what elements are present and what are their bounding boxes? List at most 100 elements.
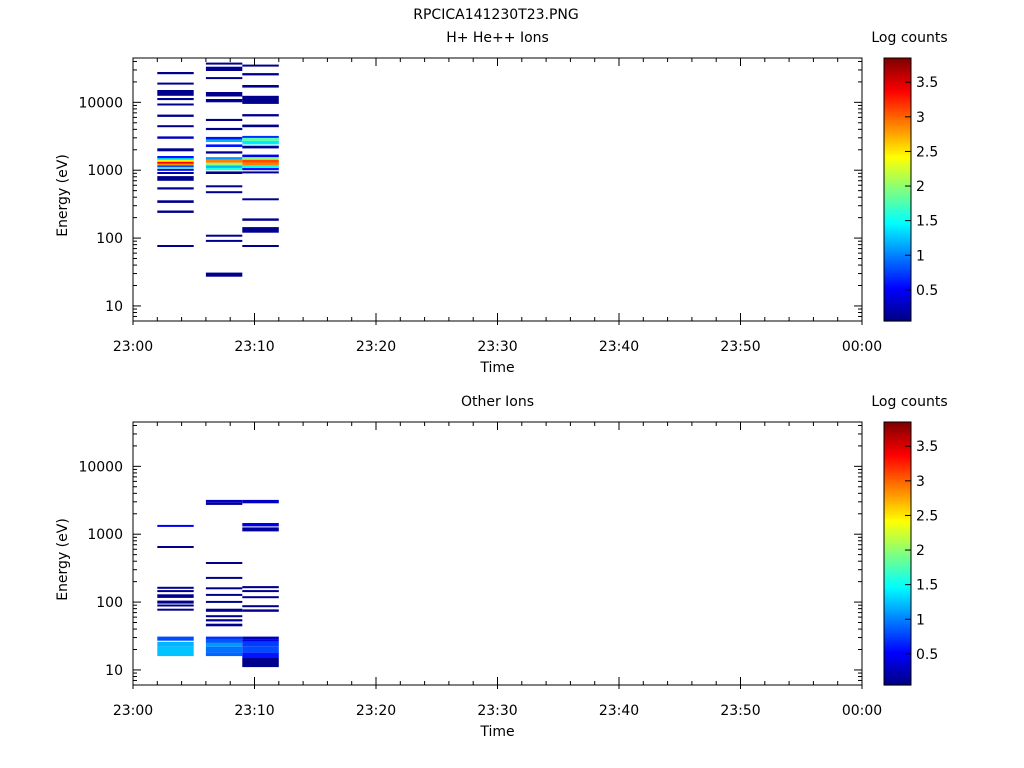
colorbar-swatch <box>884 549 911 552</box>
colorbar-swatch <box>884 318 911 322</box>
colorbar-swatch <box>884 682 911 686</box>
colorbar-swatch <box>884 457 911 460</box>
heatmap-cell <box>157 90 194 96</box>
colorbar-swatch <box>884 520 911 524</box>
colorbar-swatch <box>884 564 911 568</box>
colorbar-swatch <box>884 557 911 561</box>
colorbar-swatch <box>884 531 911 535</box>
colorbar-swatch <box>884 156 911 160</box>
y-tick-label: 1000 <box>87 163 123 179</box>
colorbar-swatch <box>884 213 911 217</box>
colorbar-swatch <box>884 660 911 664</box>
heatmap-cell <box>205 62 243 65</box>
colorbar-swatch <box>884 259 911 263</box>
heatmap-cell <box>157 159 194 162</box>
colorbar-swatch <box>884 643 911 647</box>
colorbar-swatch <box>884 288 911 291</box>
x-tick-label: 23:20 <box>356 339 396 355</box>
colorbar-swatch <box>884 101 911 105</box>
colorbar-swatch <box>884 439 911 443</box>
colorbar-swatch <box>884 250 911 254</box>
heatmap-cell <box>157 594 194 598</box>
colorbar-swatch <box>884 224 911 228</box>
colorbar-swatch <box>884 654 911 658</box>
colorbar-swatch <box>884 279 911 283</box>
heatmap-cell <box>242 605 279 608</box>
heatmap-cell <box>205 502 243 505</box>
heatmap-cell <box>157 546 194 548</box>
colorbar-swatch <box>884 641 911 644</box>
y-tick-label: 10000 <box>78 459 123 475</box>
colorbar-swatch <box>884 136 911 140</box>
colorbar-label: Log counts <box>871 30 947 46</box>
heatmap-cell <box>157 82 194 85</box>
colorbar-swatch <box>884 507 911 511</box>
heatmap-cell <box>205 646 243 653</box>
colorbar-swatch <box>884 84 911 88</box>
colorbar-swatch <box>884 551 911 555</box>
colorbar-swatch <box>884 196 911 199</box>
colorbar-swatch <box>884 437 911 441</box>
colorbar-swatch <box>884 527 911 530</box>
colorbar-swatch <box>884 237 911 241</box>
colorbar-swatch <box>884 68 911 72</box>
colorbar-swatch <box>884 274 911 278</box>
colorbar-swatch <box>884 119 911 123</box>
colorbar-swatch <box>884 540 911 544</box>
colorbar-swatch <box>884 174 911 177</box>
colorbar-swatch <box>884 209 911 213</box>
x-tick-label: 23:00 <box>113 703 153 719</box>
colorbar-swatch <box>884 272 911 276</box>
colorbar-swatch <box>884 233 911 237</box>
heatmap-cell <box>205 615 243 618</box>
colorbar-swatch <box>884 614 911 618</box>
colorbar-swatch <box>884 638 911 642</box>
colorbar-swatch <box>884 104 911 107</box>
colorbar-swatch <box>884 617 911 620</box>
colorbar-swatch <box>884 202 911 206</box>
heatmap-cell <box>157 148 194 152</box>
colorbar-tick-label: 2.5 <box>916 508 938 524</box>
heatmap-cell <box>205 118 243 121</box>
colorbar-swatch <box>884 152 911 156</box>
heatmap-cell <box>205 162 243 166</box>
heatmap-cell <box>157 608 194 611</box>
heatmap-cell <box>157 200 194 203</box>
heatmap-cell <box>205 499 243 503</box>
colorbar-swatch <box>884 544 911 548</box>
heatmap-cell <box>205 587 243 590</box>
colorbar-swatch <box>884 634 911 638</box>
panel-1: H+ He++ Ions 10 100 1000 10000 23:00 23:10 23:2… <box>55 30 948 376</box>
colorbar-swatch <box>884 231 911 234</box>
colorbar-swatch <box>884 667 911 671</box>
colorbar-frame <box>883 421 912 686</box>
heatmap-cell <box>157 210 194 213</box>
colorbar-swatch <box>884 158 911 162</box>
colorbar-swatch <box>884 180 911 184</box>
colorbar-swatch <box>884 75 911 79</box>
colorbar-swatch <box>884 669 911 673</box>
colorbar-swatch <box>884 114 911 118</box>
colorbar-swatch <box>884 463 911 467</box>
colorbar-tick-label: 2 <box>916 179 925 195</box>
x-tick-label: 23:50 <box>720 339 760 355</box>
heatmap-cell <box>205 99 243 103</box>
heatmap-cell <box>205 234 243 237</box>
colorbar-tick-label: 2.5 <box>916 144 938 160</box>
heatmap-cell <box>242 641 279 647</box>
heatmap-cell <box>242 499 279 504</box>
colorbar-swatch <box>884 277 911 280</box>
heatmap-cell <box>157 156 194 158</box>
colorbar-swatch <box>884 106 911 110</box>
colorbar-swatch <box>884 601 911 605</box>
colorbar-swatch <box>884 307 911 311</box>
colorbar-swatch <box>884 658 911 662</box>
colorbar-swatch <box>884 426 911 430</box>
colorbar-swatch <box>884 671 911 675</box>
colorbar-swatch <box>884 110 911 114</box>
colorbar-swatch <box>884 176 911 180</box>
colorbar-swatch <box>884 97 911 101</box>
colorbar-swatch <box>884 143 911 147</box>
colorbar-swatch <box>884 665 911 669</box>
x-tick-label: 00:00 <box>842 339 882 355</box>
